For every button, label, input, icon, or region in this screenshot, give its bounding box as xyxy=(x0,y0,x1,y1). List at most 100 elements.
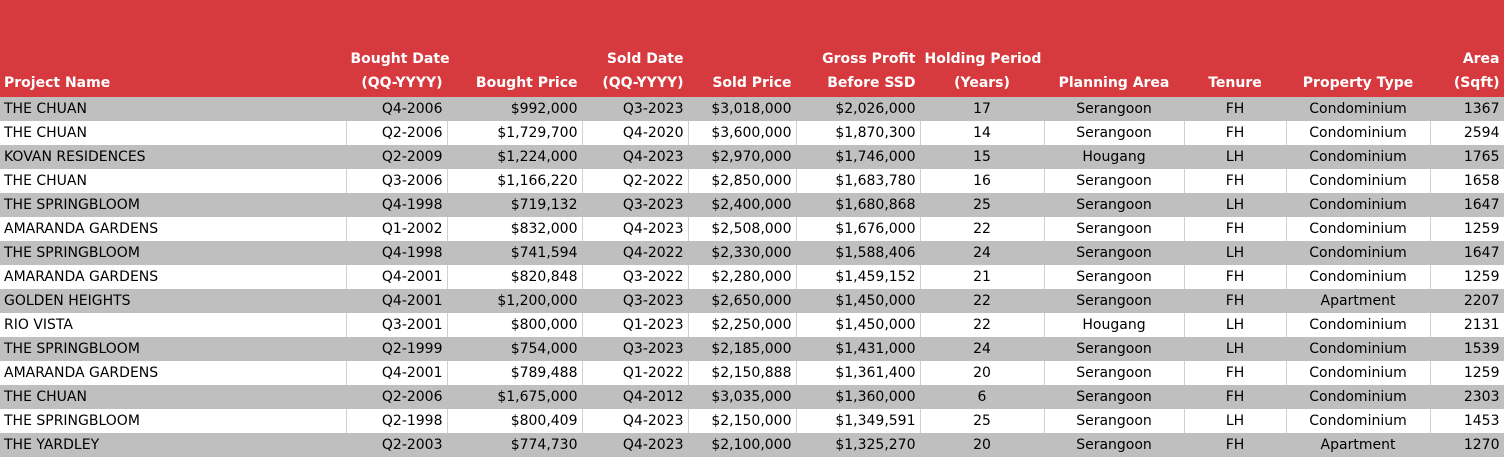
table-row[interactable]: THE CHUAN Q3-2006 $1,166,220 Q2-2022 $2,850,… xyxy=(0,169,1504,193)
cell-holding-period[interactable]: 24 xyxy=(920,337,1045,361)
cell-project-name[interactable]: THE SPRINGBLOOM xyxy=(0,193,347,217)
cell-holding-period[interactable]: 14 xyxy=(920,121,1045,145)
cell-area[interactable]: 1647 xyxy=(1430,241,1504,265)
cell-planning-area[interactable]: Serangoon xyxy=(1044,241,1185,265)
cell-sold-date[interactable]: Q3-2023 xyxy=(582,289,689,313)
cell-bought-price[interactable]: $774,730 xyxy=(447,433,583,457)
cell-property-type[interactable]: Apartment xyxy=(1286,289,1431,313)
cell-area[interactable]: 1453 xyxy=(1430,409,1504,433)
cell-area[interactable]: 2207 xyxy=(1430,289,1504,313)
cell-sold-price[interactable]: $3,018,000 xyxy=(688,97,797,121)
cell-property-type[interactable]: Condominium xyxy=(1286,145,1431,169)
cell-sold-price[interactable]: $2,150,000 xyxy=(688,409,797,433)
cell-property-type[interactable]: Condominium xyxy=(1286,193,1431,217)
cell-bought-date[interactable]: Q3-2006 xyxy=(346,169,448,193)
cell-sold-date[interactable]: Q4-2023 xyxy=(582,217,689,241)
cell-gross-profit[interactable]: $1,450,000 xyxy=(796,313,921,337)
cell-sold-date[interactable]: Q3-2023 xyxy=(582,193,689,217)
cell-property-type[interactable]: Condominium xyxy=(1286,265,1431,289)
cell-bought-price[interactable]: $754,000 xyxy=(447,337,583,361)
cell-tenure[interactable]: LH xyxy=(1184,241,1287,265)
cell-gross-profit[interactable]: $2,026,000 xyxy=(796,97,921,121)
cell-sold-date[interactable]: Q3-2023 xyxy=(582,337,689,361)
cell-planning-area[interactable]: Serangoon xyxy=(1044,409,1185,433)
table-row[interactable]: AMARANDA GARDENS Q1-2002 $832,000 Q4-2023 $2… xyxy=(0,217,1504,241)
cell-holding-period[interactable]: 20 xyxy=(920,361,1045,385)
cell-tenure[interactable]: LH xyxy=(1184,337,1287,361)
table-row[interactable]: THE SPRINGBLOOM Q4-1998 $741,594 Q4-2022 $2,… xyxy=(0,241,1504,265)
cell-gross-profit[interactable]: $1,746,000 xyxy=(796,145,921,169)
cell-project-name[interactable]: THE CHUAN xyxy=(0,385,347,409)
cell-gross-profit[interactable]: $1,361,400 xyxy=(796,361,921,385)
cell-bought-price[interactable]: $1,729,700 xyxy=(447,121,583,145)
cell-holding-period[interactable]: 22 xyxy=(920,289,1045,313)
cell-tenure[interactable]: FH xyxy=(1184,361,1287,385)
cell-bought-price[interactable]: $1,224,000 xyxy=(447,145,583,169)
cell-sold-price[interactable]: $2,400,000 xyxy=(688,193,797,217)
cell-bought-price[interactable]: $992,000 xyxy=(447,97,583,121)
cell-sold-date[interactable]: Q4-2020 xyxy=(582,121,689,145)
cell-project-name[interactable]: THE SPRINGBLOOM xyxy=(0,241,347,265)
cell-tenure[interactable]: FH xyxy=(1184,97,1287,121)
cell-project-name[interactable]: AMARANDA GARDENS xyxy=(0,361,347,385)
cell-gross-profit[interactable]: $1,870,300 xyxy=(796,121,921,145)
cell-area[interactable]: 2303 xyxy=(1430,385,1504,409)
cell-sold-price[interactable]: $2,100,000 xyxy=(688,433,797,457)
cell-bought-date[interactable]: Q2-2006 xyxy=(346,385,448,409)
cell-tenure[interactable]: FH xyxy=(1184,289,1287,313)
cell-sold-price[interactable]: $2,508,000 xyxy=(688,217,797,241)
cell-area[interactable]: 1367 xyxy=(1430,97,1504,121)
cell-planning-area[interactable]: Serangoon xyxy=(1044,385,1185,409)
cell-tenure[interactable]: FH xyxy=(1184,433,1287,457)
cell-gross-profit[interactable]: $1,676,000 xyxy=(796,217,921,241)
cell-area[interactable]: 1765 xyxy=(1430,145,1504,169)
table-row[interactable]: THE YARDLEY Q2-2003 $774,730 Q4-2023 $2,100,… xyxy=(0,433,1504,457)
cell-project-name[interactable]: RIO VISTA xyxy=(0,313,347,337)
cell-planning-area[interactable]: Serangoon xyxy=(1044,337,1185,361)
table-row[interactable]: AMARANDA GARDENS Q4-2001 $820,848 Q3-2022 $2… xyxy=(0,265,1504,289)
table-row[interactable]: THE CHUAN Q4-2006 $992,000 Q3-2023 $3,018,00… xyxy=(0,97,1504,121)
column-header-gross-profit[interactable]: Gross Profit Before SSD xyxy=(796,0,921,97)
cell-planning-area[interactable]: Serangoon xyxy=(1044,217,1185,241)
cell-tenure[interactable]: FH xyxy=(1184,217,1287,241)
cell-planning-area[interactable]: Hougang xyxy=(1044,145,1185,169)
cell-project-name[interactable]: THE YARDLEY xyxy=(0,433,347,457)
cell-area[interactable]: 2131 xyxy=(1430,313,1504,337)
cell-tenure[interactable]: LH xyxy=(1184,193,1287,217)
cell-tenure[interactable]: FH xyxy=(1184,169,1287,193)
cell-sold-date[interactable]: Q4-2022 xyxy=(582,241,689,265)
cell-tenure[interactable]: LH xyxy=(1184,313,1287,337)
column-header-planning-area[interactable]: Planning Area xyxy=(1044,0,1185,97)
cell-planning-area[interactable]: Serangoon xyxy=(1044,433,1185,457)
column-header-sold-price[interactable]: Sold Price xyxy=(688,0,797,97)
cell-area[interactable]: 1658 xyxy=(1430,169,1504,193)
cell-gross-profit[interactable]: $1,431,000 xyxy=(796,337,921,361)
cell-bought-date[interactable]: Q2-1999 xyxy=(346,337,448,361)
cell-bought-date[interactable]: Q4-2006 xyxy=(346,97,448,121)
cell-property-type[interactable]: Condominium xyxy=(1286,169,1431,193)
cell-holding-period[interactable]: 22 xyxy=(920,313,1045,337)
table-row[interactable]: AMARANDA GARDENS Q4-2001 $789,488 Q1-2022 $2… xyxy=(0,361,1504,385)
cell-property-type[interactable]: Condominium xyxy=(1286,241,1431,265)
cell-bought-price[interactable]: $1,675,000 xyxy=(447,385,583,409)
cell-project-name[interactable]: AMARANDA GARDENS xyxy=(0,265,347,289)
cell-sold-date[interactable]: Q3-2022 xyxy=(582,265,689,289)
cell-sold-price[interactable]: $2,250,000 xyxy=(688,313,797,337)
cell-planning-area[interactable]: Serangoon xyxy=(1044,361,1185,385)
cell-project-name[interactable]: THE SPRINGBLOOM xyxy=(0,337,347,361)
cell-sold-price[interactable]: $2,280,000 xyxy=(688,265,797,289)
cell-property-type[interactable]: Condominium xyxy=(1286,337,1431,361)
cell-bought-date[interactable]: Q4-2001 xyxy=(346,361,448,385)
column-header-sold-date[interactable]: Sold Date (QQ-YYYY) xyxy=(582,0,689,97)
cell-bought-price[interactable]: $832,000 xyxy=(447,217,583,241)
cell-bought-price[interactable]: $719,132 xyxy=(447,193,583,217)
column-header-project-name[interactable]: Project Name xyxy=(0,0,347,97)
column-header-area[interactable]: Area (Sqft) xyxy=(1430,0,1504,97)
cell-bought-date[interactable]: Q3-2001 xyxy=(346,313,448,337)
cell-bought-date[interactable]: Q2-2006 xyxy=(346,121,448,145)
cell-tenure[interactable]: FH xyxy=(1184,121,1287,145)
cell-bought-date[interactable]: Q4-2001 xyxy=(346,265,448,289)
cell-sold-price[interactable]: $2,185,000 xyxy=(688,337,797,361)
cell-sold-price[interactable]: $3,035,000 xyxy=(688,385,797,409)
column-header-property-type[interactable]: Property Type xyxy=(1286,0,1431,97)
